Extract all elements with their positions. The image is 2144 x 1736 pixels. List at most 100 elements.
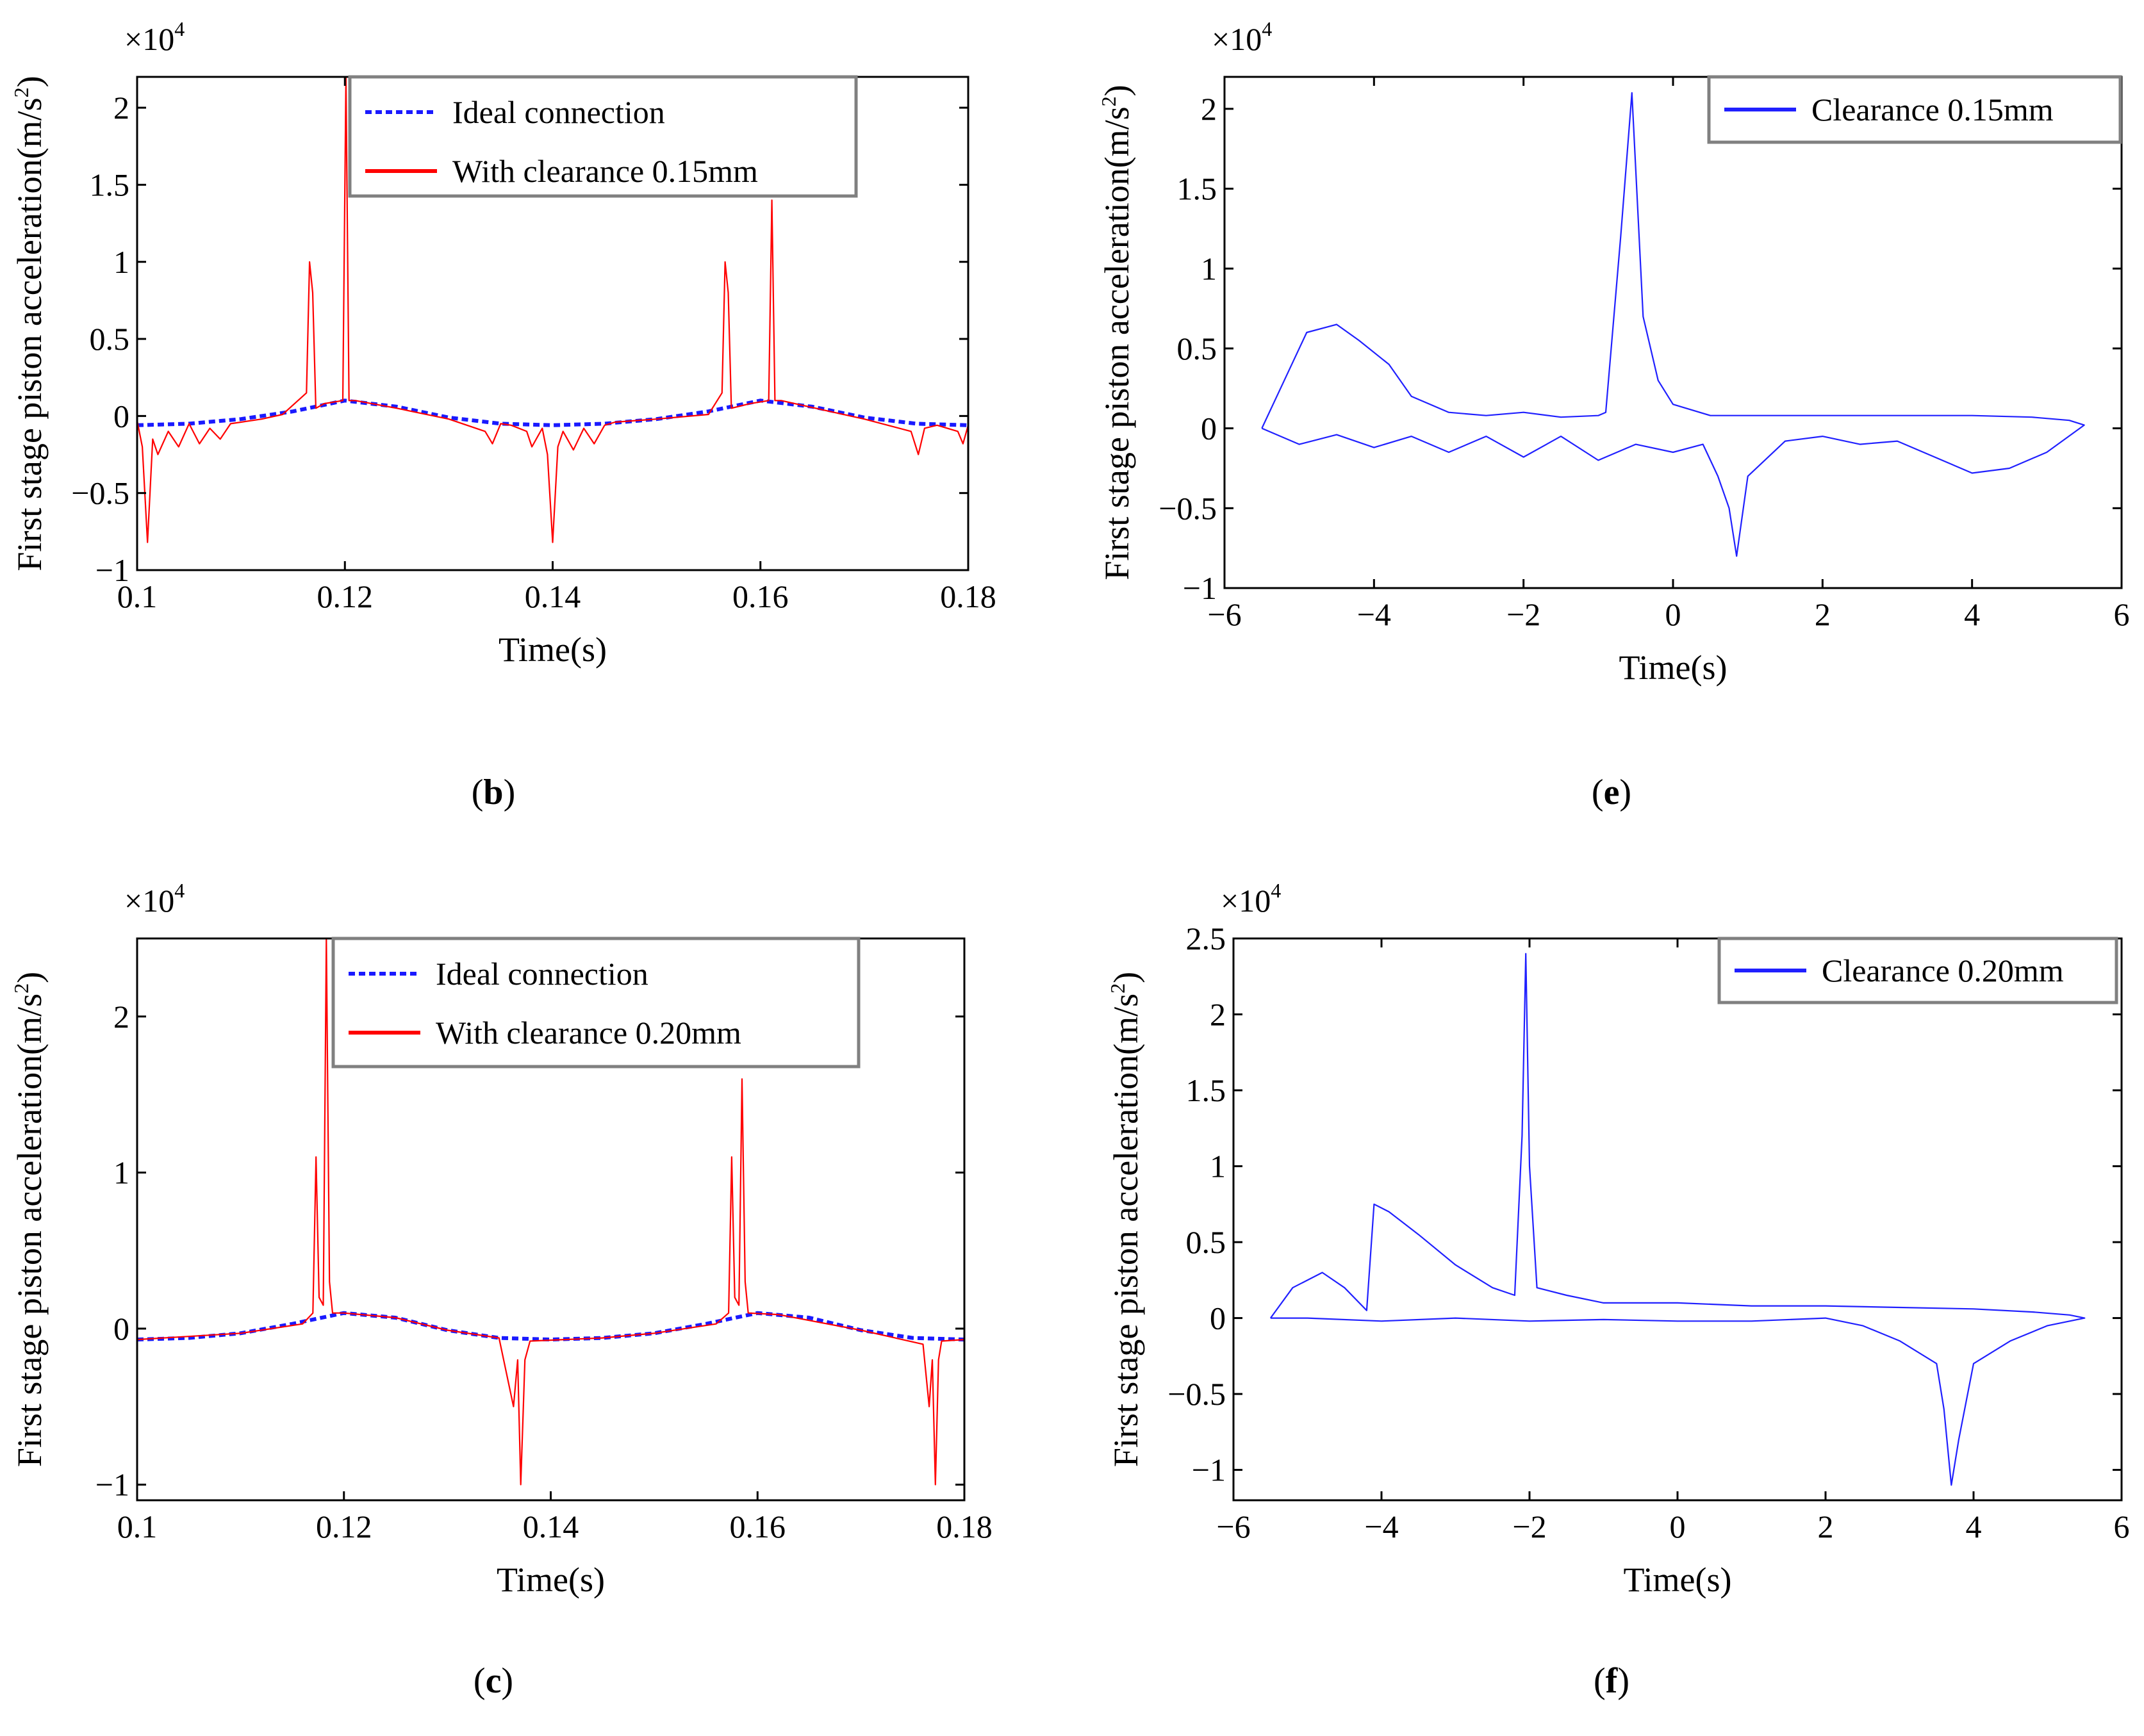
x-tick-label: 0.1 [117,578,158,614]
y-tick-label: 1.5 [90,167,130,202]
y-tick-label: 1 [113,1154,129,1190]
panel-b: 0.1 0.12 0.14 0.16 0.18 −1 −0.5 0 0.5 1 1.5 2 ×104 Ti… [10,17,996,812]
y-tick-label: 0 [1201,411,1217,446]
y-tick-label: 0 [113,1311,129,1347]
x-tick-label: −2 [1506,596,1540,632]
series-line-1 [136,1311,965,1342]
x-tick-label: 0 [1670,1509,1686,1544]
y-axis-label-text: First stage piston acceleration(m/s [1098,106,1136,580]
legend-label: Clearance 0.20mm [1822,953,2064,988]
legend-label: Ideal connection [452,94,665,130]
legend-box [348,75,858,198]
caption-letter: c [486,1661,502,1701]
y-tick-label: −0.5 [1159,490,1217,526]
y-tick-label: 2 [113,90,129,126]
caption-close-paren: ) [501,1661,513,1701]
legend-box [331,937,861,1069]
x-tick-label: 6 [2114,596,2130,632]
panel-caption: (e) [1592,773,1631,812]
x-tick-label: −2 [1512,1509,1546,1544]
caption-close-paren: ) [504,773,516,812]
x-tick-label: 0.16 [732,578,789,614]
y-axis-label-text: First stage piston acceleration(m/s [10,97,49,571]
legend: Ideal connection With clearance 0.15mm [348,75,858,198]
caption-close-paren: ) [1617,1661,1629,1701]
x-tick-label: 0.12 [317,578,374,614]
plot-frame [1223,76,2123,589]
panel-c: 0.1 0.12 0.14 0.16 0.18 −1 0 1 2 ×104 Time(s) First… [10,879,993,1701]
axis-multiplier: ×104 [1221,879,1281,919]
axis-multiplier-base: ×10 [124,883,174,919]
y-axis-label: First stage piston acceleration(m/s2) [10,76,49,571]
y-axis-label-end: ) [10,972,49,983]
x-tick-label: 0.14 [525,578,581,614]
y-tick-label: 0.5 [90,321,130,357]
axis-multiplier-base: ×10 [1221,883,1271,919]
caption-close-paren: ) [1619,773,1631,812]
y-tick-label: 1 [1201,250,1217,286]
caption-open-paren: ( [1592,773,1604,812]
x-tick-label: 0.18 [936,1509,993,1544]
y-axis-label: First stage piston acceleration(m/s2) [10,972,49,1467]
y-axis-label-end: ) [10,76,49,87]
legend-label: Clearance 0.15mm [1811,92,2054,127]
y-tick-label: −1 [95,1467,129,1503]
axis-multiplier-exponent: 4 [1271,879,1281,902]
legend: Clearance 0.15mm [1707,75,2122,144]
y-axis-label: First stage piston acceleration(m/s2) [1106,972,1145,1467]
series-line-2 [136,76,969,543]
x-tick-label: 0.14 [523,1509,579,1544]
x-tick-label: 2 [1818,1509,1834,1544]
x-tick-label: 0 [1665,596,1681,632]
caption-open-paren: ( [472,773,484,812]
x-tick-label: −6 [1207,596,1241,632]
y-tick-label: 1 [1210,1149,1226,1184]
panel-f: −6 −4 −2 0 2 4 6−1−0.500.511.522.5×104Time(s)F… [1106,879,2130,1701]
y-tick-label: 2.5 [1186,921,1226,956]
x-tick-label: 4 [1966,1509,1982,1544]
y-axis-label-end: ) [1107,972,1145,983]
plot-frame [1232,937,2123,1502]
panel-caption: (f) [1594,1661,1629,1701]
series-line-1 [1261,92,2085,557]
axis-multiplier-exponent: 4 [174,17,185,40]
y-tick-label: −1 [1183,570,1217,606]
caption-open-paren: ( [474,1661,486,1701]
panel-caption: (c) [474,1661,513,1701]
y-tick-label: 0.5 [1186,1224,1226,1260]
axis-multiplier: ×104 [124,879,185,919]
y-tick-label: 2 [1201,91,1217,127]
x-tick-label: 4 [1964,596,1980,632]
legend-box [1717,937,2118,1004]
panel-caption: (b) [472,773,515,812]
y-tick-label: 2 [1210,997,1226,1033]
series-line-1 [136,398,969,427]
y-axis-label-sup: 2 [1097,96,1120,106]
axis-multiplier-base: ×10 [124,21,174,57]
x-tick-label: 2 [1815,596,1831,632]
x-tick-label: 6 [2114,1509,2130,1544]
y-tick-label: −0.5 [1167,1376,1226,1412]
caption-letter: f [1606,1661,1619,1701]
y-axis-label-sup: 2 [10,983,33,994]
axis-multiplier-exponent: 4 [1262,17,1272,40]
y-tick-label: −0.5 [71,475,129,511]
caption-letter: b [483,773,503,812]
x-tick-label: 0.16 [730,1509,786,1544]
x-tick-label: −6 [1216,1509,1250,1544]
axis-multiplier: ×104 [124,17,185,57]
y-tick-label: 0 [1210,1300,1226,1336]
y-axis-label-sup: 2 [10,87,33,97]
y-tick-label: −1 [1192,1452,1226,1488]
x-axis-label: Time(s) [499,630,607,669]
y-axis-label-text: First stage piston acceleration(m/s [10,994,49,1467]
y-axis-label-end: ) [1098,85,1136,96]
x-tick-label: −4 [1357,596,1391,632]
caption-open-paren: ( [1594,1661,1606,1701]
y-tick-label: 2 [113,999,129,1035]
y-tick-label: 1.5 [1186,1072,1226,1108]
x-tick-label: 0.18 [940,578,996,614]
axis-multiplier-exponent: 4 [174,879,185,902]
y-axis-label-text: First stage piston acceleration(m/s [1107,994,1145,1467]
